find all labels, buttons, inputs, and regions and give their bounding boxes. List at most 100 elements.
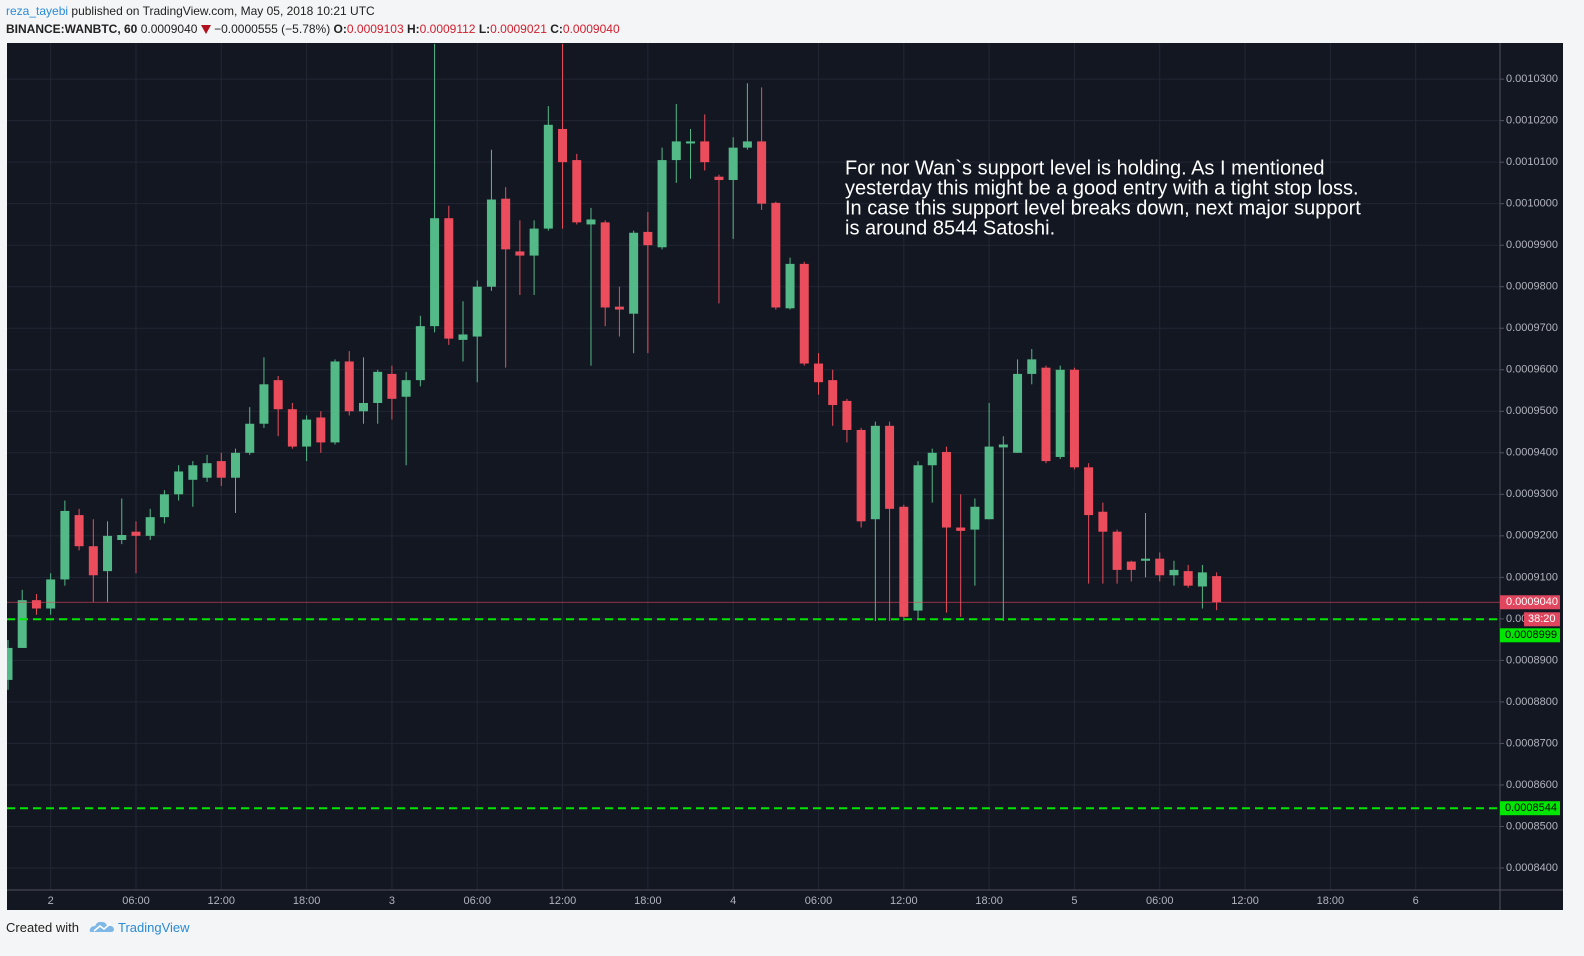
candle-body (131, 531, 141, 536)
candle-body (543, 124, 553, 229)
candle-body (401, 380, 411, 397)
candle-body (785, 263, 795, 309)
candle-body (813, 363, 823, 383)
candle-body (870, 425, 880, 520)
x-tick-label: 4 (730, 895, 736, 907)
l: 0.0009021 (490, 22, 547, 36)
annotation-line: In case this support level breaks down, … (845, 197, 1361, 219)
candle-body (927, 452, 937, 466)
o: 0.0009103 (346, 22, 404, 36)
candle-body (302, 419, 312, 447)
candle-body (1183, 571, 1193, 586)
candle-body (941, 451, 951, 528)
candle-body (913, 465, 923, 611)
candle-body (1197, 572, 1207, 587)
ohlc-line: BINANCE:WANBTC, 60 0.0009040 −0.0000555 … (6, 22, 620, 36)
created-with: Created with (6, 920, 79, 935)
candle-body (856, 429, 866, 522)
candle-body (188, 465, 198, 480)
x-tick-label: 18:00 (293, 895, 321, 907)
x-tick-label: 06:00 (122, 895, 150, 907)
y-tick-label: 0.0008500 (1506, 820, 1558, 832)
o-label: O: (333, 22, 347, 36)
candle-body (998, 444, 1008, 448)
candle-body (7, 647, 13, 680)
user: reza_tayebi (6, 4, 69, 18)
x-tick-label: 6 (1413, 895, 1419, 907)
candle-body (472, 286, 482, 337)
countdown: 38:20 (1528, 613, 1556, 625)
candle-body (1112, 531, 1122, 570)
x-tick-label: 12:00 (549, 895, 577, 907)
candle-body (1155, 558, 1165, 576)
axes: 0.0008400 0.0008500 0.0008600 0.0008700 0.00… (48, 73, 1560, 907)
level-label: 0.0008544 (1505, 802, 1557, 814)
y-tick-label: 0.0010300 (1506, 73, 1558, 85)
candle-body (117, 535, 127, 540)
y-tick-label: 0.0009800 (1506, 281, 1558, 293)
x-tick-label: 12:00 (208, 895, 236, 907)
candle-body (1069, 369, 1079, 468)
candle-body (757, 141, 767, 204)
x-tick-label: 06:00 (1146, 895, 1174, 907)
level-label: 0.0008999 (1505, 629, 1557, 641)
last-price-label: 0.0009040 (1506, 596, 1558, 608)
candle-body (103, 535, 113, 572)
candle-body (1141, 558, 1151, 561)
candle-body (259, 384, 269, 424)
candle-body (984, 446, 994, 520)
last-price-box (1500, 595, 1560, 610)
candle-body (614, 306, 624, 310)
candle-body (1013, 373, 1023, 453)
brand: TradingView (118, 920, 190, 935)
candle-body (501, 198, 511, 250)
candle-body (671, 141, 681, 161)
candle-body (586, 219, 596, 225)
candle-body (572, 160, 582, 223)
candle-body (771, 202, 781, 308)
candle-body (899, 506, 909, 617)
y-tick-label: 0.0009700 (1506, 322, 1558, 334)
chart-background (7, 43, 1563, 910)
candle-body (245, 423, 255, 453)
candle-body (842, 400, 852, 430)
annotation-line: yesterday this might be a good entry wit… (845, 177, 1359, 199)
candle-body (17, 600, 27, 648)
y-tick-label: 0.0008800 (1506, 696, 1558, 708)
y-tick-label: 0.0009600 (1506, 364, 1558, 376)
candle-body (159, 494, 169, 518)
candle-body (74, 515, 84, 547)
candle-body (1098, 511, 1108, 532)
candle-body (316, 417, 326, 443)
y-tick-label: 0.0008400 (1506, 862, 1558, 874)
candle-body (515, 251, 525, 256)
x-tick-label: 18:00 (634, 895, 662, 907)
y-tick-label: 0.0008600 (1506, 779, 1558, 791)
y-tick-label: 0.0009500 (1506, 405, 1558, 417)
candle-body (714, 176, 724, 181)
candle-body (415, 326, 425, 381)
candle-body (629, 232, 639, 314)
published: published on TradingView.com, May 05, 20… (71, 4, 375, 18)
y-tick-label: 0.0009100 (1506, 571, 1558, 583)
y-tick-label: 0.0010000 (1506, 198, 1558, 210)
annotation: For nor Wan`s support level is holding. … (845, 157, 1361, 239)
publish-line: reza_tayebi published on TradingView.com… (6, 4, 375, 18)
annotation-line: is around 8544 Satoshi. (845, 217, 1055, 239)
candle-body (330, 361, 340, 443)
candle-body (657, 160, 667, 248)
c: 0.0009040 (562, 22, 620, 36)
candle-body (287, 409, 297, 447)
candle-body (1041, 367, 1051, 462)
candle-body (529, 228, 539, 256)
x-tick-label: 12:00 (890, 895, 918, 907)
y-tick-label: 0.0010200 (1506, 115, 1558, 127)
down-arrow (200, 25, 211, 34)
x-tick-label: 5 (1071, 895, 1077, 907)
price: 0.0009040 (140, 22, 198, 36)
candle-body (344, 361, 354, 412)
footer: Created with TradingView (6, 920, 190, 935)
candle-body (88, 546, 98, 576)
countdown-box (1524, 612, 1560, 627)
candle-body (643, 231, 653, 246)
